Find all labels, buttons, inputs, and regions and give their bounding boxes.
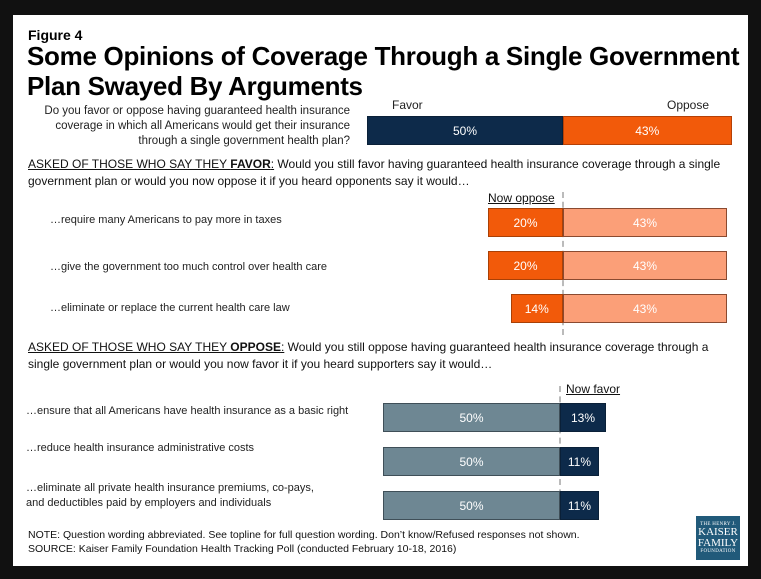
favor-section-prefix: ASKED OF THOSE WHO SAY THEY (28, 157, 231, 171)
oppose-section-emph: OPPOSE (230, 340, 281, 354)
favor-section-emph: FAVOR (230, 157, 271, 171)
main-bar-favor: 50% (367, 116, 563, 145)
oppose-row-label-3: …eliminate all private health insurance … (26, 482, 314, 509)
logo-line-2: KAISER (698, 526, 738, 538)
favor-section-colon: : (270, 157, 275, 171)
favor-bar-now-oppose-1: 20% (488, 208, 563, 237)
oppose-bar-now-favor-1-label: 13% (570, 410, 596, 425)
oppose-bar-favor-1-label: 50% (459, 410, 484, 425)
footer-note: NOTE: Question wording abbreviated. See … (28, 529, 580, 541)
favor-bar-oppose-3-label: 43% (632, 301, 658, 316)
main-bar-favor-label: 50% (452, 123, 478, 138)
main-question: Do you favor or oppose having guaranteed… (44, 105, 350, 147)
logo-line-1: THE HENRY J. (700, 522, 736, 527)
favor-bar-oppose-1: 43% (563, 208, 727, 237)
oppose-bar-favor-3: 50% (383, 491, 560, 520)
chart-title: Some Opinions of Coverage Through a Sing… (27, 41, 740, 101)
footer-notes: NOTE: Question wording abbreviated. See … (28, 528, 580, 556)
oppose-row-label-2: …reduce health insurance administrative … (26, 442, 255, 454)
favor-header: Favor (392, 98, 423, 112)
favor-bar-oppose-2: 43% (563, 251, 727, 280)
oppose-bar-now-favor-2: 11% (560, 447, 599, 476)
favor-row-label-3: …eliminate or replace the current health… (50, 302, 290, 314)
oppose-bar-favor-2-label: 50% (459, 454, 484, 469)
favor-bar-now-oppose-2-label: 20% (513, 258, 538, 273)
oppose-bar-favor-1: 50% (383, 403, 560, 432)
favor-section-question: ASKED OF THOSE WHO SAY THEY FAVOR: Would… (28, 156, 738, 190)
favor-section-rest: Would you still favor having guaranteed … (28, 157, 721, 188)
now-favor-label: Now favor (566, 382, 621, 396)
favor-bar-now-oppose-2: 20% (488, 251, 563, 280)
oppose-row-label-1: …ensure that all Americans have health i… (26, 405, 349, 417)
oppose-bar-now-favor-1: 13% (560, 403, 607, 432)
oppose-header: Oppose (667, 98, 710, 112)
now-oppose-label: Now oppose (488, 191, 555, 205)
figure-label: Figure 4 (28, 27, 83, 43)
main-bar-oppose: 43% (563, 116, 732, 145)
favor-row-label-2: …give the government too much control ov… (50, 261, 327, 273)
oppose-section-rest: Would you still oppose having guaranteed… (28, 340, 709, 371)
favor-bar-now-oppose-1-label: 20% (513, 215, 538, 230)
favor-row-label-1: …require many Americans to pay more in t… (50, 214, 282, 226)
oppose-bar-favor-2: 50% (383, 447, 560, 476)
favor-bar-now-oppose-3-label: 14% (524, 301, 549, 316)
favor-bar-now-oppose-3: 14% (510, 294, 563, 323)
oppose-bar-now-favor-3: 11% (560, 491, 599, 520)
logo-line-4: FOUNDATION (700, 549, 736, 554)
oppose-section-question: ASKED OF THOSE WHO SAY THEY OPPOSE: Woul… (28, 339, 738, 373)
oppose-section-colon: : (280, 340, 285, 354)
kff-logo: THE HENRY J. KAISER FAMILY FOUNDATION (696, 516, 740, 560)
figure-card (13, 15, 748, 566)
favor-bar-oppose-1-label: 43% (632, 215, 658, 230)
favor-bar-oppose-3: 43% (563, 294, 727, 323)
main-bar-oppose-label: 43% (635, 123, 660, 138)
oppose-section-prefix: ASKED OF THOSE WHO SAY THEY (28, 340, 231, 354)
oppose-bar-now-favor-3-label: 11% (567, 498, 592, 513)
logo-line-3: FAMILY (697, 537, 739, 549)
footer-source: SOURCE: Kaiser Family Foundation Health … (28, 543, 457, 555)
oppose-bar-favor-3-label: 50% (459, 498, 484, 513)
oppose-bar-now-favor-2-label: 11% (567, 454, 592, 469)
favor-bar-oppose-2-label: 43% (632, 258, 658, 273)
